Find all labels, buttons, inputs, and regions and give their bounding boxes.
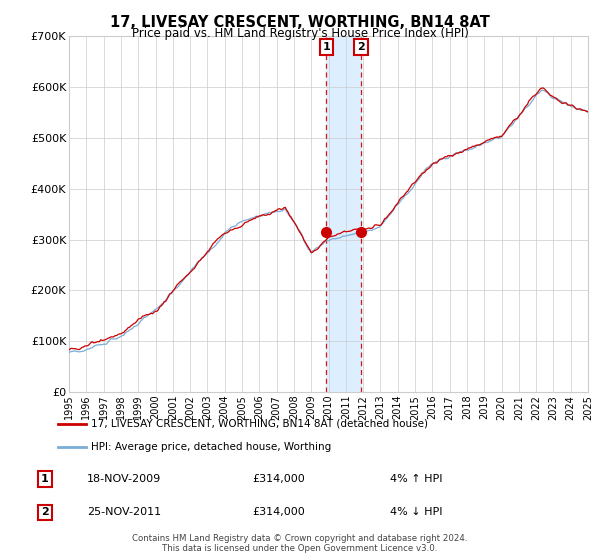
Text: 25-NOV-2011: 25-NOV-2011 (87, 507, 161, 517)
Text: 1: 1 (323, 42, 330, 52)
Text: Price paid vs. HM Land Registry's House Price Index (HPI): Price paid vs. HM Land Registry's House … (131, 27, 469, 40)
Text: 2: 2 (41, 507, 49, 517)
Text: 17, LIVESAY CRESCENT, WORTHING, BN14 8AT: 17, LIVESAY CRESCENT, WORTHING, BN14 8AT (110, 15, 490, 30)
Text: HPI: Average price, detached house, Worthing: HPI: Average price, detached house, Wort… (91, 442, 331, 452)
Text: 2: 2 (357, 42, 365, 52)
Text: £314,000: £314,000 (252, 474, 305, 484)
Text: 4% ↓ HPI: 4% ↓ HPI (390, 507, 443, 517)
Text: Contains HM Land Registry data © Crown copyright and database right 2024.
This d: Contains HM Land Registry data © Crown c… (132, 534, 468, 553)
Bar (326, 36, 361, 392)
Text: 1: 1 (41, 474, 49, 484)
Text: 17, LIVESAY CRESCENT, WORTHING, BN14 8AT (detached house): 17, LIVESAY CRESCENT, WORTHING, BN14 8AT… (91, 419, 428, 429)
Text: 18-NOV-2009: 18-NOV-2009 (87, 474, 161, 484)
Text: 4% ↑ HPI: 4% ↑ HPI (390, 474, 443, 484)
Text: £314,000: £314,000 (252, 507, 305, 517)
